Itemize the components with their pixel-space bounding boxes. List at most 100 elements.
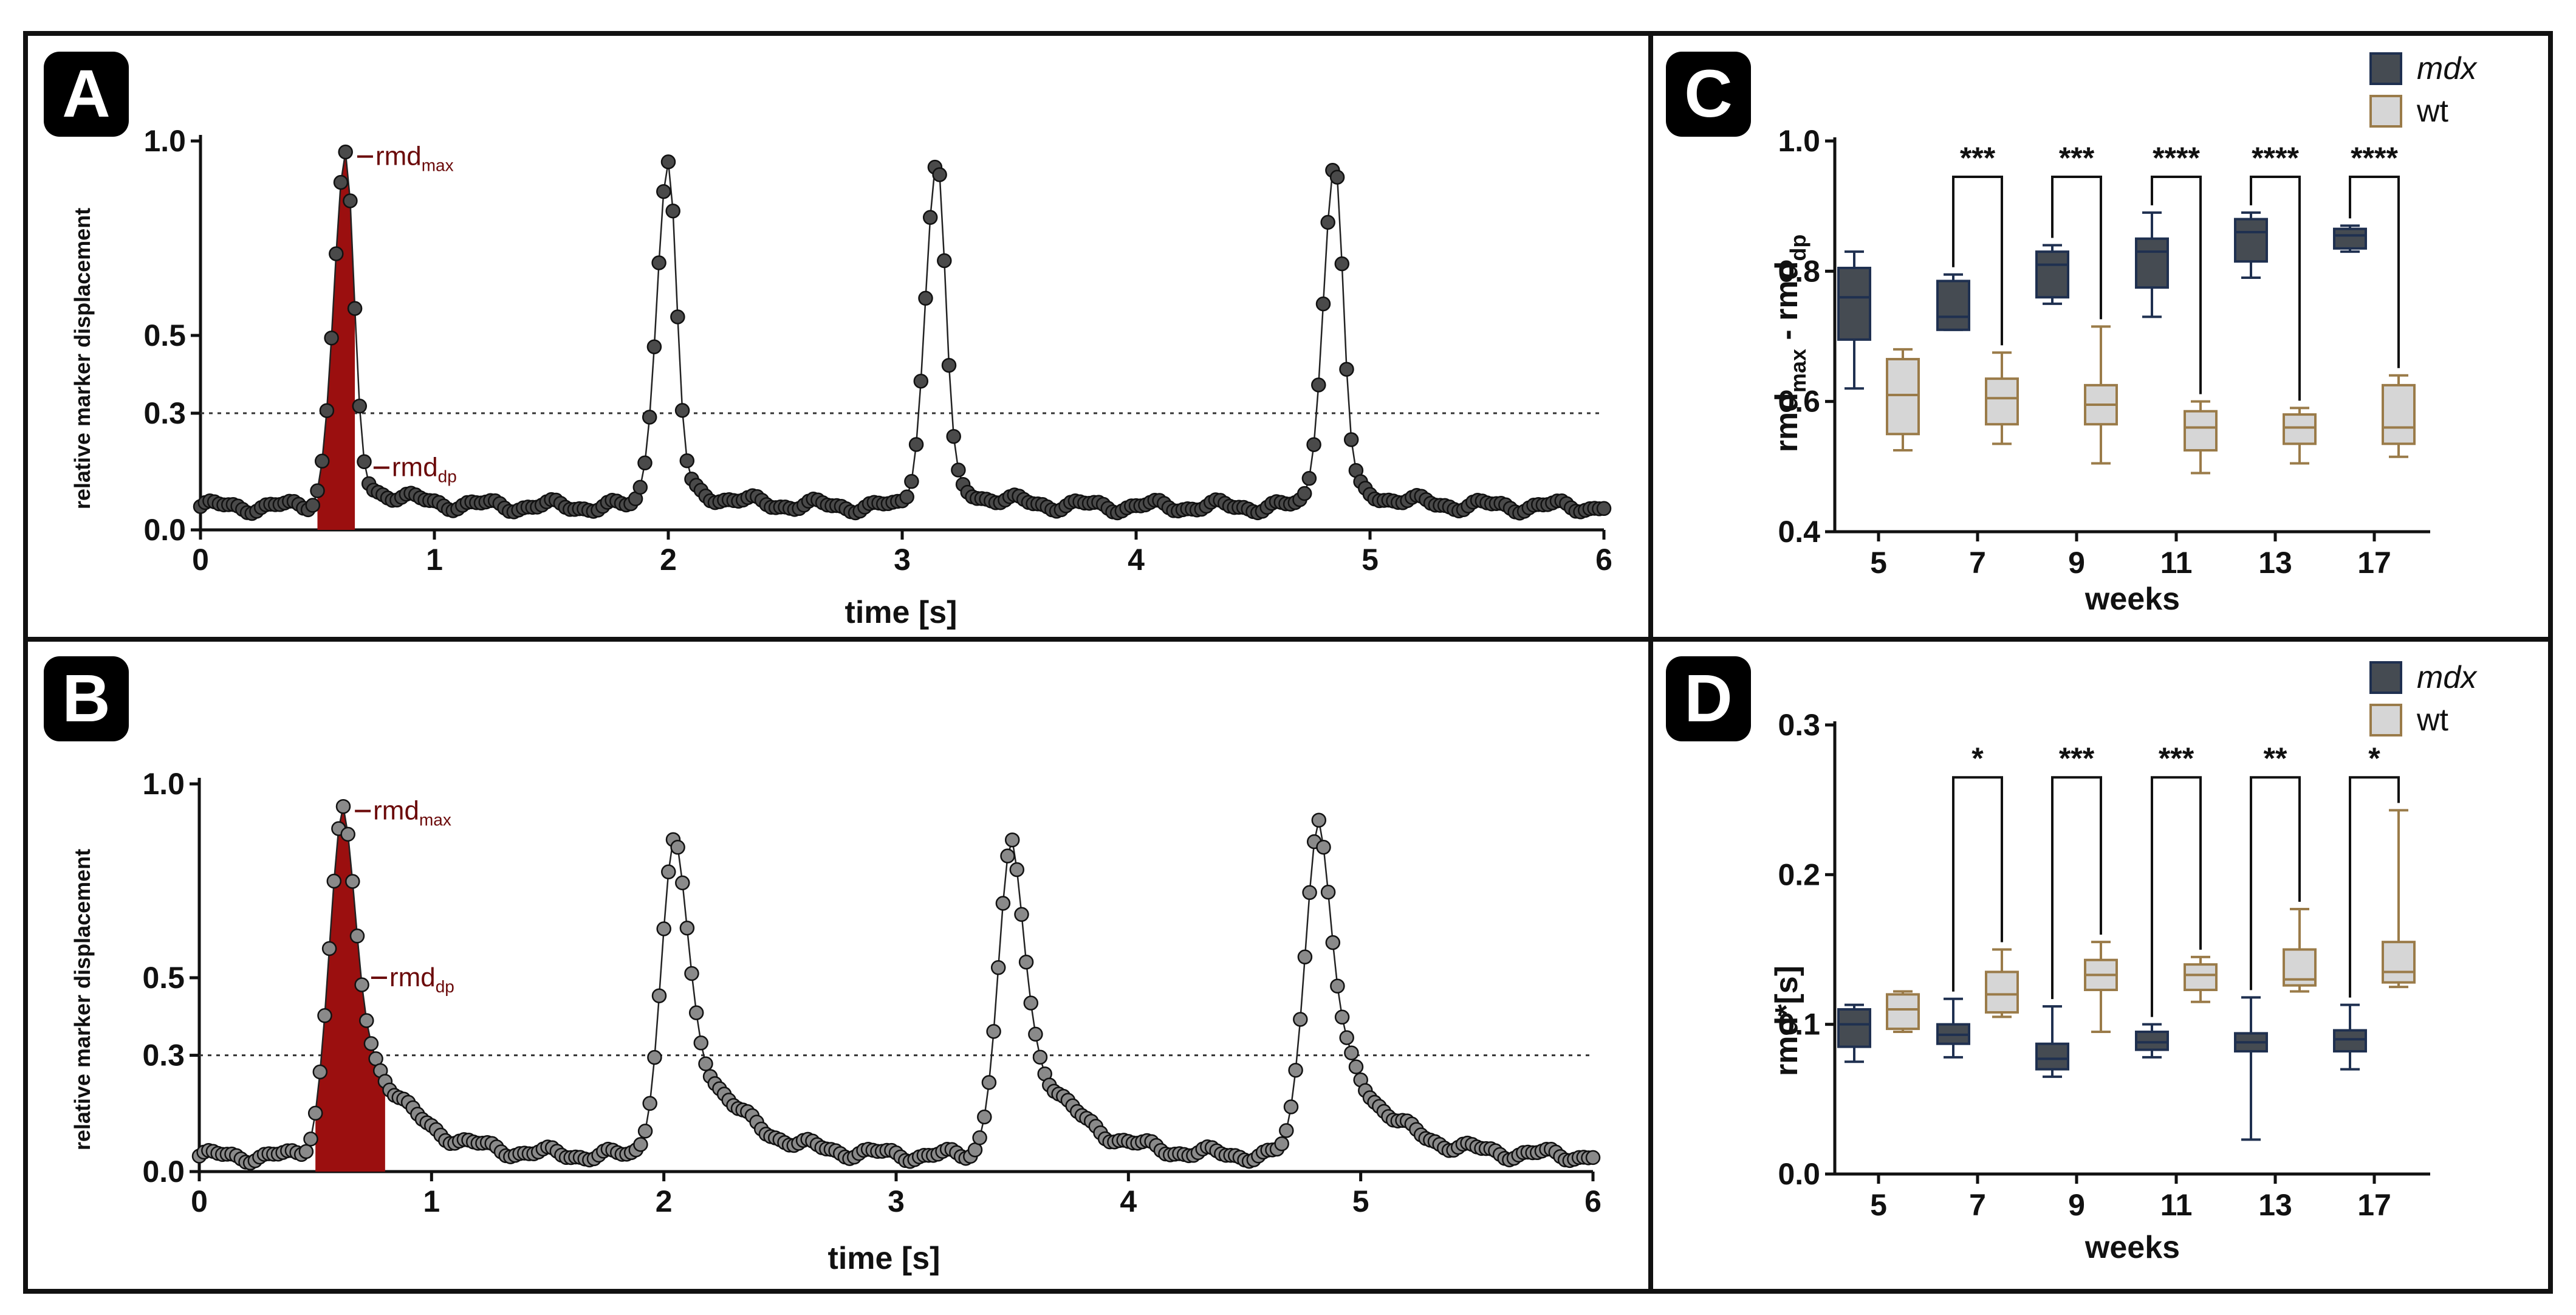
panel-a-data-point: [946, 428, 961, 444]
panel-d-box-mdx: [2135, 1030, 2169, 1051]
panel-b-annotation-max: rmdmax: [373, 796, 451, 829]
panel-b-data-point: [303, 1131, 318, 1147]
panel-c-ylabel-sub1: max: [1786, 349, 1810, 393]
panel-b-x-axis-title: time [s]: [828, 1241, 940, 1276]
panel-letter-c: C: [1684, 57, 1732, 131]
panel-a-data-point: [333, 174, 349, 190]
panel-c-box-mdx: [1837, 266, 1871, 341]
panel-b-x-tick-label: 5: [1352, 1184, 1369, 1218]
panel-b-y-tick-label: 0.0: [142, 1155, 185, 1189]
panel-letter-d: D: [1684, 661, 1732, 736]
panel-a-data-point: [1343, 432, 1359, 447]
legend-mdx-icon: [2369, 52, 2402, 85]
panel-b-data-point: [693, 1035, 709, 1051]
panel-a-data-point: [674, 403, 690, 418]
panel-d-box-wt: [1985, 970, 2019, 1014]
panel-d-y-ticks: 0.0 0.1 0.2 0.3: [1778, 708, 1835, 1191]
panel-b-data-point: [1585, 1150, 1601, 1166]
panel-a-data-point: [951, 462, 966, 478]
panel-a-x-tick-label: 0: [192, 543, 209, 577]
panel-b-data-point: [981, 1075, 997, 1090]
panel-a-data-point: [660, 154, 676, 170]
panel-b-data-point: [307, 1105, 323, 1121]
panel-c-y-tick-label: 0.8: [1778, 254, 1820, 288]
panel-c-box-wt: [2382, 383, 2416, 445]
panel-a-x-tick-label: 4: [1128, 543, 1145, 577]
panel-b-x-tick-label: 3: [888, 1184, 905, 1218]
panel-a-data-point: [1329, 170, 1345, 185]
panel-d-significance-label: ***: [2159, 741, 2194, 775]
panel-b-y-ticks: 0.0 0.3 0.5 1.0: [142, 767, 199, 1189]
panel-c: C rmdmax - rmddp weeks mdx wt 0.4 0.6 0.8 1…: [1666, 51, 2478, 617]
panel-d-box-wt: [2184, 963, 2218, 992]
panel-b-data-point: [326, 873, 342, 889]
panel-d: D rmd*[s] weeks mdx wt 0.0 0.1 0.2 0.3 5 7 9 1…: [1666, 656, 2478, 1265]
panel-b-data-point: [688, 1005, 704, 1020]
panel-d-y-tick-label: 0.1: [1778, 1008, 1820, 1042]
panel-b-data-point: [1279, 1123, 1294, 1138]
panel-b-data-point: [1330, 978, 1345, 994]
panel-c-y-tick-label: 0.6: [1778, 385, 1820, 419]
panel-d-x-tick-label: 7: [1969, 1188, 1986, 1222]
panel-b-data-point: [1274, 1136, 1289, 1152]
panel-a-data-point: [352, 399, 368, 414]
panel-b-data-point: [1293, 1012, 1308, 1027]
panel-a-data-point: [646, 339, 662, 354]
panel-b-data-point: [1325, 935, 1341, 950]
panel-a-data-point: [305, 498, 321, 513]
panel-b-data-point: [1320, 884, 1336, 900]
panel-d-significance-label: **: [2264, 741, 2287, 775]
panel-a-data-point: [1339, 362, 1354, 377]
panel-b-data-point: [990, 960, 1006, 975]
panel-b-y-tick-label: 1.0: [142, 767, 185, 801]
panel-d-legend-wt: wt: [2416, 702, 2449, 738]
panel-a-data-point: [922, 210, 938, 225]
panel-c-x-tick-label: 11: [2160, 546, 2193, 580]
panel-c-y-tick-label: 0.4: [1778, 515, 1820, 549]
panel-a-annotation-max: rmdmax: [375, 142, 454, 175]
panel-d-x-tick-label: 13: [2258, 1188, 2292, 1222]
panel-a: A relative marker displacement time [s] …: [44, 52, 1612, 630]
panel-b-data-point: [647, 1049, 662, 1065]
panel-a-y-tick-label: 0.3: [143, 396, 186, 430]
panel-c-legend-mdx: mdx: [2417, 51, 2478, 86]
panel-c-x-tick-label: 7: [1969, 546, 1986, 580]
panel-c-significance-bracket: [2250, 175, 2301, 401]
panel-c-box-mdx: [2333, 227, 2367, 250]
panel-a-data-point: [913, 373, 929, 389]
panel-b-x-tick-label: 0: [191, 1184, 208, 1218]
panel-b-data-point: [642, 1096, 657, 1111]
panel-b-data-point: [1316, 839, 1331, 855]
panel-b-data-point: [637, 1124, 653, 1139]
panel-a-annotation-main: rmd: [375, 142, 422, 171]
panel-c-significance-label: ****: [2153, 141, 2200, 175]
panel-d-significance-bracket: [1952, 776, 2003, 992]
panel-d-significance-label: ***: [2059, 741, 2095, 775]
panel-b-annotation-dp: rmddp: [389, 963, 454, 996]
panel-b-data-point: [354, 977, 369, 992]
panel-d-legend: mdx wt: [2369, 660, 2478, 738]
panel-d-x-tick-label: 9: [2068, 1188, 2085, 1222]
panel-a-data-point: [899, 489, 914, 505]
panel-a-data-point: [357, 454, 372, 470]
panel-letter-d-badge: D: [1666, 656, 1751, 741]
panel-a-x-tick-label: 2: [660, 543, 677, 577]
panel-c-significance-label: ****: [2351, 141, 2398, 175]
panel-d-y-tick-label: 0.2: [1778, 857, 1820, 891]
panel-d-significance-bracket: [2151, 776, 2202, 1017]
panel-c-box-mdx: [2035, 250, 2069, 299]
legend-wt-icon: [2369, 95, 2402, 128]
panel-c-significance-label: ****: [2252, 141, 2299, 175]
panel-a-annotation-main: rmd: [392, 453, 438, 482]
panel-c-significance-label: ***: [1960, 141, 1996, 175]
panel-d-box-mdx: [1837, 1008, 1871, 1048]
panel-b-data-point: [972, 1130, 987, 1145]
panel-a-data-point: [1301, 471, 1317, 486]
panel-b-y-tick-label: 0.5: [142, 961, 185, 995]
frame-outer: [23, 31, 2553, 1294]
panel-c-x-axis-title: weeks: [2084, 582, 2180, 617]
panel-c-plot: *** *** **** **** ****: [1833, 137, 2430, 534]
panel-c-significance-label: ***: [2059, 141, 2095, 175]
panel-b-data-point: [345, 874, 360, 889]
